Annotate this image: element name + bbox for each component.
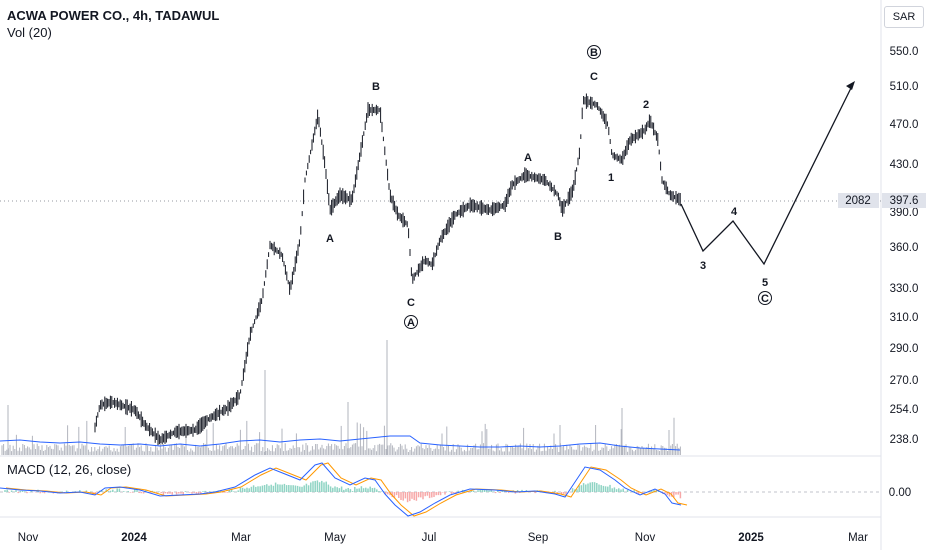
price-tick: 550.0 (890, 46, 919, 58)
volume-ma-line (0, 435, 681, 451)
price-tick: 310.0 (890, 312, 919, 324)
macd-line (0, 462, 682, 517)
price-tick: 390.0 (890, 207, 919, 219)
wave-label: 1 (608, 172, 614, 184)
time-label: Sep (528, 532, 548, 544)
wave-label: C (590, 71, 598, 83)
time-label: Mar (231, 532, 251, 544)
price-axis-ticks: 550.0 510.0 470.0 430.0 390.0 360.0 330.0 310.0… (890, 46, 919, 446)
chart-title: ACWA POWER CO., 4h, TADAWUL (7, 8, 220, 23)
wave-label: C (761, 293, 769, 305)
macd-signal-line (5, 462, 688, 517)
price-tick: 430.0 (890, 159, 919, 171)
price-tick: 470.0 (890, 119, 919, 131)
wave-label: A (326, 233, 334, 245)
projection-line (680, 85, 853, 266)
current-price-badge: 397.6 (890, 195, 919, 207)
volume-badge-bg (838, 193, 879, 208)
price-tick: 270.0 (890, 375, 919, 387)
wave-circle (404, 315, 418, 329)
price-tick: 510.0 (890, 81, 919, 93)
projection-arrowhead (846, 81, 855, 90)
wave-label: 5 (762, 277, 768, 289)
wave-label: C (407, 297, 415, 309)
volume-bars (1, 340, 681, 455)
price-tick: 290.0 (890, 343, 919, 355)
price-tick: 238.0 (890, 434, 919, 446)
volume-indicator-label[interactable]: Vol (20) (7, 25, 52, 40)
wave-label: 3 (700, 260, 706, 272)
price-tick: 254.0 (890, 404, 919, 416)
time-label: May (324, 532, 346, 544)
time-label: Nov (18, 532, 39, 544)
wave-label: B (590, 47, 598, 59)
macd-indicator-label[interactable]: MACD (12, 26, close) (7, 462, 132, 477)
price-tick: 330.0 (890, 283, 919, 295)
wave-label: B (554, 231, 562, 243)
current-price-badge-bg (882, 193, 926, 208)
wave-label: 4 (731, 206, 738, 218)
time-label: Mar (848, 532, 868, 544)
price-tick: 360.0 (890, 242, 919, 254)
wave-label: A (407, 317, 415, 329)
currency-button[interactable]: SAR (884, 6, 924, 28)
price-bars (94, 93, 681, 446)
wave-label: A (524, 152, 532, 164)
macd-pane (0, 462, 688, 517)
wave-circle (758, 291, 772, 305)
time-label: Jul (422, 532, 437, 544)
wave-label: 2 (643, 99, 649, 111)
wave-label: B (372, 81, 380, 93)
macd-zero-tick: 0.00 (889, 487, 911, 499)
time-label: 2024 (121, 532, 147, 544)
volume-badge: 2082 (845, 195, 871, 207)
time-axis: Nov 2024 Mar May Jul Sep Nov 2025 Mar (18, 532, 868, 544)
time-label: 2025 (738, 532, 764, 544)
wave-circle (587, 45, 601, 59)
time-label: Nov (635, 532, 656, 544)
